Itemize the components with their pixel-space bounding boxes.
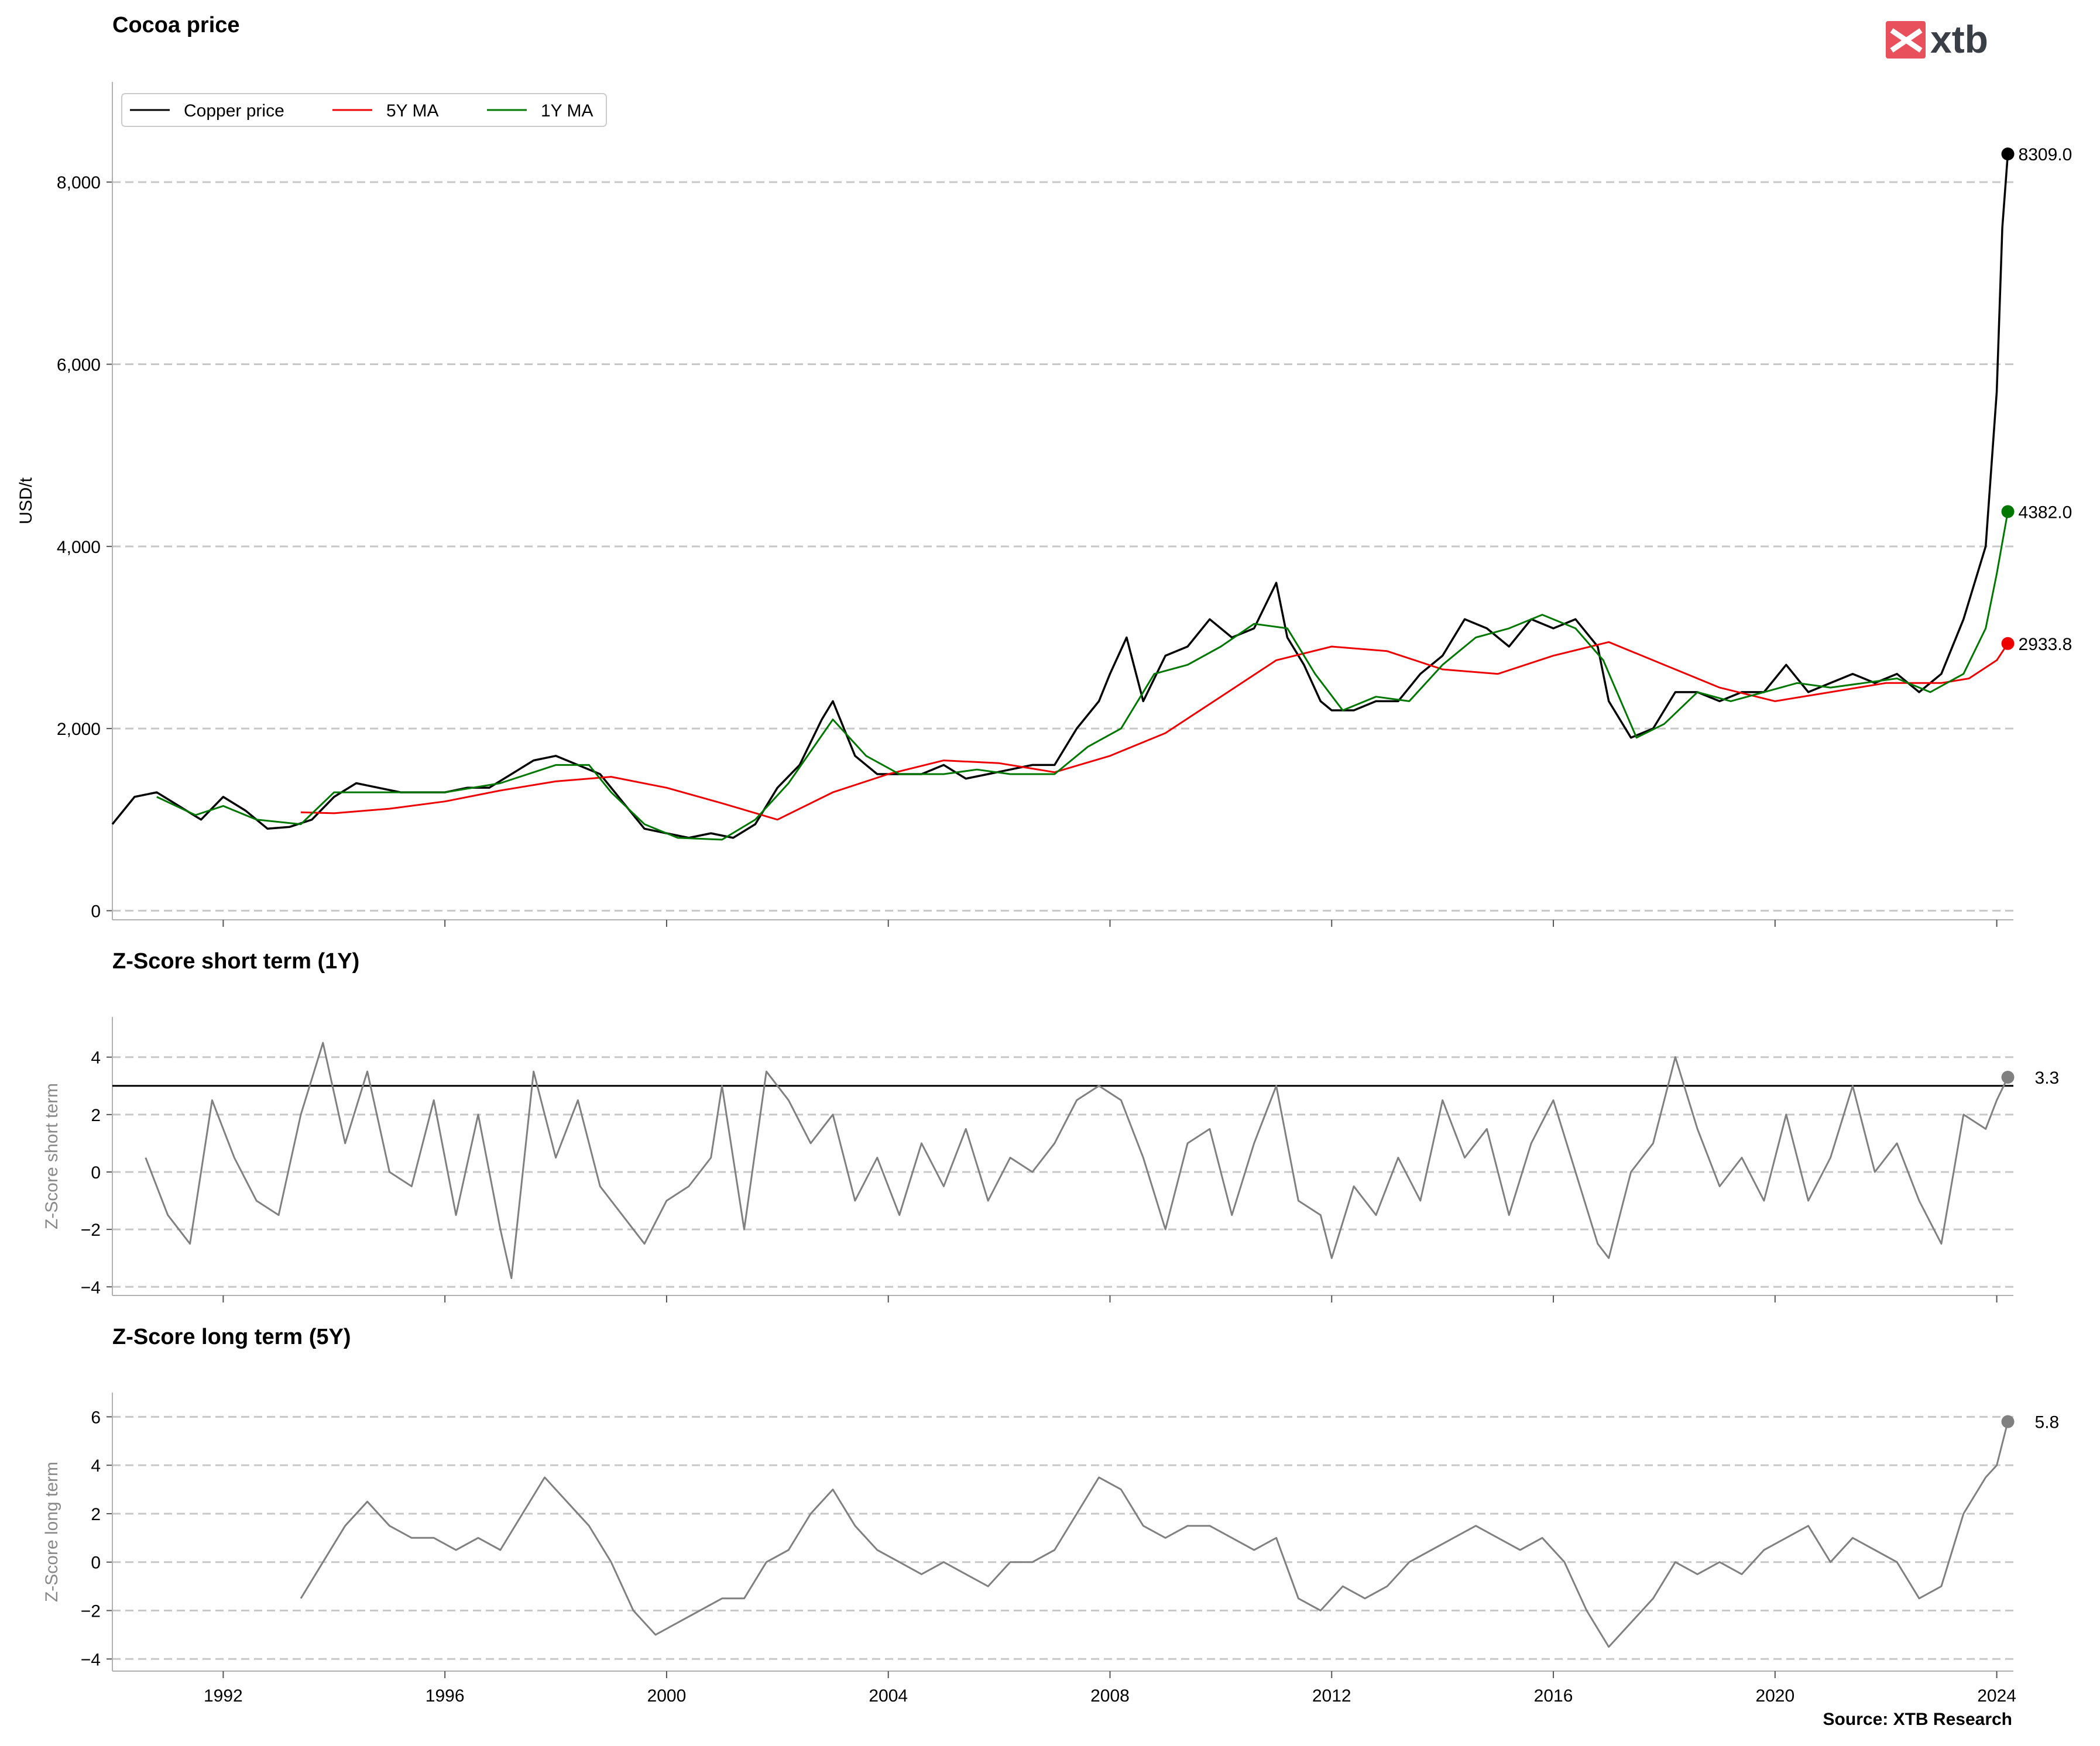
x-tick-label: 2020 [1755, 1686, 1794, 1706]
x-tick-label: 1996 [426, 1686, 465, 1706]
y-tick-label: 6 [91, 1408, 101, 1427]
legend-label-copper-price: Copper price [184, 101, 284, 121]
series-end-point [2001, 637, 2015, 650]
xtb-logo-cross-icon [1890, 28, 1923, 53]
legend-label-1y-ma: 1Y MA [541, 101, 593, 121]
x-tick-label: 1992 [204, 1686, 243, 1706]
series-end-label: 2933.8 [2019, 635, 2072, 654]
chart-title-price: Cocoa price [112, 13, 240, 37]
y-tick-label: 8,000 [57, 173, 101, 193]
legend: Copper price 5Y MA 1Y MA [121, 93, 607, 127]
price-panel: 0 2,000 4,000 6,000 8,000 USD/t 8309.0 2933.8 43… [16, 82, 2072, 927]
y-tick-label: 0 [91, 1553, 101, 1573]
series-end-label: 3.3 [2035, 1068, 2060, 1088]
x-tick-label: 2012 [1312, 1686, 1351, 1706]
series-end-point [2001, 1071, 2015, 1084]
zscore-short-panel: −4 −2 0 2 4 Z-Score short term 3.3 [42, 1017, 2059, 1302]
y-axis-label: USD/t [16, 477, 36, 524]
xtb-logo-text: xtb [1930, 18, 1988, 61]
y-tick-label: −2 [81, 1221, 101, 1240]
y-tick-label: 4 [91, 1049, 101, 1068]
series-end-label: 4382.0 [2019, 503, 2072, 522]
y-tick-label: 2 [91, 1505, 101, 1524]
y-tick-label: 0 [91, 902, 101, 921]
y-tick-label: 2 [91, 1106, 101, 1125]
y-tick-label: 0 [91, 1163, 101, 1183]
xtb-logo: xtb [1886, 18, 1988, 61]
y-tick-label: 2,000 [57, 720, 101, 739]
y-tick-label: −4 [81, 1650, 101, 1669]
y-tick-label: 4,000 [57, 538, 101, 557]
chart-title-zscore-long: Z-Score long term (5Y) [112, 1325, 351, 1349]
y-axis-label: Z-Score long term [42, 1462, 61, 1602]
chart-title-zscore-short: Z-Score short term (1Y) [112, 949, 359, 974]
series-end-point [2001, 147, 2015, 161]
source-note: Source: XTB Research [1823, 1710, 2012, 1729]
series-end-point [2001, 1415, 2015, 1428]
series-end-point [2001, 505, 2015, 518]
x-tick-label: 2016 [1534, 1686, 1573, 1706]
zscore-long-panel: −4 −2 0 2 4 6 1992 1996 2000 2004 2008 2012 2016 2020… [42, 1393, 2059, 1706]
y-tick-label: −4 [81, 1278, 101, 1297]
x-tick-label: 2024 [1977, 1686, 2016, 1706]
y-tick-label: 4 [91, 1456, 101, 1476]
y-tick-label: −2 [81, 1602, 101, 1621]
series-line [111, 153, 2009, 839]
y-axis-label: Z-Score short term [42, 1083, 61, 1229]
series-end-label: 8309.0 [2019, 145, 2072, 164]
y-tick-label: 6,000 [57, 356, 101, 375]
x-tick-label: 2000 [647, 1686, 687, 1706]
series-end-label: 5.8 [2035, 1413, 2060, 1432]
series-line [300, 1421, 2009, 1648]
legend-label-5y-ma: 5Y MA [386, 101, 439, 121]
series-line [156, 511, 2009, 841]
series-line [145, 1042, 2009, 1280]
x-tick-label: 2008 [1090, 1686, 1130, 1706]
series-line [300, 641, 2009, 821]
x-tick-label: 2004 [869, 1686, 908, 1706]
